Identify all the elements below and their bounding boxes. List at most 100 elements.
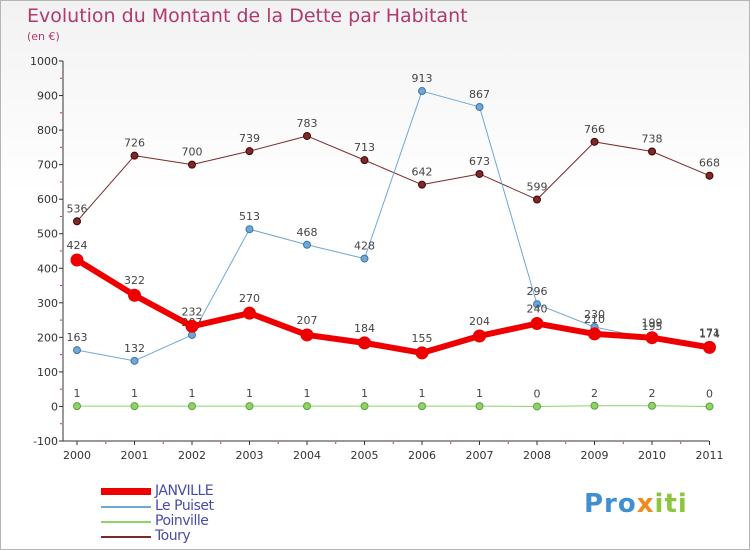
data-label-le-puiset: 468 — [297, 226, 318, 239]
data-label-poinville: 0 — [534, 387, 541, 400]
y-tick-label: 200 — [37, 331, 58, 344]
series-line-toury — [76, 135, 710, 222]
y-tick-label: 500 — [37, 228, 58, 241]
data-point-poinville — [360, 402, 369, 411]
data-label-toury: 739 — [239, 132, 260, 145]
data-point-janville — [530, 317, 544, 331]
data-label-janville: 184 — [354, 322, 375, 335]
data-point-toury — [475, 169, 484, 178]
data-point-le-puiset — [475, 102, 484, 111]
data-point-le-puiset — [418, 87, 426, 96]
data-point-poinville — [73, 402, 81, 411]
legend-swatch-poinville — [101, 521, 151, 523]
data-point-le-puiset — [73, 346, 81, 355]
data-label-janville: 155 — [412, 332, 433, 345]
data-point-toury — [130, 151, 139, 160]
y-tick-label: 900 — [37, 90, 58, 103]
y-tick-label: 700 — [37, 159, 58, 172]
data-point-le-puiset — [533, 300, 541, 309]
data-point-toury — [648, 147, 656, 156]
y-tick-label: 600 — [37, 193, 58, 206]
data-point-janville — [243, 306, 256, 320]
data-point-toury — [533, 195, 541, 204]
data-label-le-puiset: 296 — [527, 285, 548, 298]
series-line-poinville — [76, 405, 710, 407]
legend-label-poinville: Poinville — [155, 513, 209, 529]
data-label-janville: 270 — [239, 292, 260, 305]
data-label-poinville: 1 — [189, 387, 196, 400]
data-point-le-puiset — [245, 225, 254, 234]
data-label-janville: 199 — [642, 317, 663, 330]
data-label-toury: 536 — [67, 202, 88, 215]
data-point-poinville — [188, 402, 196, 411]
data-label-poinville: 2 — [591, 387, 598, 400]
x-tick-label: 2007 — [466, 449, 494, 462]
data-label-janville: 204 — [469, 315, 490, 328]
legend-swatch-janville — [101, 488, 151, 495]
data-point-le-puiset — [303, 240, 311, 249]
data-point-poinville — [245, 402, 254, 411]
data-label-toury: 726 — [124, 137, 145, 150]
data-label-poinville: 1 — [419, 387, 426, 400]
data-label-le-puiset: 230 — [584, 308, 605, 321]
chart-title: Evolution du Montant de la Dette par Hab… — [27, 5, 468, 27]
legend-item-poinville[interactable]: Poinville — [101, 513, 301, 530]
logo-part-3: iti — [654, 489, 688, 519]
data-point-toury — [245, 147, 254, 156]
data-point-poinville — [303, 402, 311, 411]
x-tick-label: 2008 — [523, 449, 551, 462]
data-label-le-puiset: 428 — [354, 240, 375, 253]
data-point-janville — [185, 319, 199, 333]
y-tick-label: 0 — [51, 400, 58, 413]
x-tick-label: 2006 — [408, 449, 436, 462]
data-label-poinville: 1 — [74, 387, 81, 400]
data-label-janville: 207 — [297, 314, 318, 327]
x-tick-label: 2003 — [236, 449, 264, 462]
x-tick-label: 2009 — [581, 449, 609, 462]
data-label-poinville: 1 — [304, 387, 311, 400]
data-label-toury: 668 — [699, 157, 720, 170]
data-label-janville: 171 — [699, 326, 720, 339]
data-point-janville — [473, 329, 486, 343]
data-label-janville: 240 — [527, 303, 548, 316]
data-point-janville — [415, 346, 429, 360]
series-line-le-puiset — [76, 90, 710, 362]
data-point-toury — [360, 156, 369, 165]
data-label-toury: 738 — [642, 133, 663, 146]
data-label-poinville: 1 — [246, 387, 253, 400]
data-point-toury — [418, 180, 426, 189]
data-point-janville — [645, 331, 659, 345]
data-point-poinville — [533, 402, 541, 411]
y-tick-label: -100 — [33, 435, 58, 448]
data-label-le-puiset: 163 — [67, 331, 88, 344]
data-label-toury: 599 — [527, 181, 548, 194]
x-tick-label: 2011 — [696, 449, 724, 462]
x-tick-label: 2002 — [178, 449, 206, 462]
data-label-le-puiset: 195 — [642, 320, 663, 333]
data-label-janville: 424 — [67, 239, 88, 252]
data-point-toury — [590, 137, 599, 146]
y-tick-label: 300 — [37, 297, 58, 310]
x-tick-label: 2010 — [638, 449, 666, 462]
series-line-janville — [74, 256, 713, 356]
data-label-janville: 232 — [182, 305, 203, 318]
data-label-poinville: 1 — [361, 387, 368, 400]
y-tick-label: 800 — [37, 124, 58, 137]
legend-item-le-puiset[interactable]: Le Puiset — [101, 498, 301, 515]
x-tick-label: 2004 — [293, 449, 321, 462]
data-label-le-puiset: 513 — [239, 210, 260, 223]
legend: JANVILLE Le Puiset Poinville Toury — [101, 483, 301, 545]
data-label-toury: 700 — [182, 146, 203, 159]
data-label-le-puiset: 913 — [412, 72, 433, 85]
logo-part-1: Pro — [584, 489, 637, 519]
data-point-le-puiset — [360, 254, 369, 263]
legend-item-janville[interactable]: JANVILLE — [101, 483, 301, 500]
data-point-toury — [303, 131, 311, 140]
data-label-janville: 210 — [584, 313, 605, 326]
data-point-poinville — [130, 402, 139, 411]
data-point-toury — [73, 217, 81, 226]
data-point-janville — [300, 328, 314, 342]
legend-item-toury[interactable]: Toury — [101, 528, 301, 545]
data-label-toury: 783 — [297, 117, 318, 130]
